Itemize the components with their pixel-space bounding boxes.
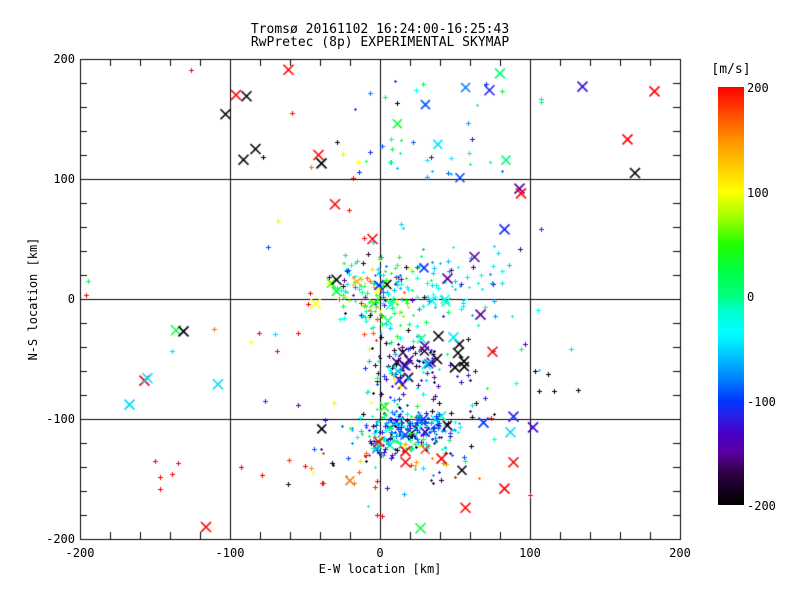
y-tick-label: 100: [53, 172, 75, 186]
x-tick-label: 0: [376, 546, 384, 560]
x-tick-label: 200: [669, 546, 691, 560]
y-tick-label: 200: [53, 52, 75, 66]
plot-title-line2: RwPretec (8p) EXPERIMENTAL SKYMAP: [250, 35, 510, 50]
colorbar-label: [m/s]: [711, 62, 751, 77]
x-tick-label: -100: [215, 546, 245, 560]
y-tick-label: -200: [46, 532, 75, 546]
plot-title-line1: Tromsø 20161102 16:24:00-16:25:43: [250, 22, 510, 37]
colorbar-gradient: [718, 87, 744, 505]
y-tick-label: 0: [67, 292, 75, 306]
colorbar-tick-label: 200: [747, 81, 769, 95]
colorbar-tick-label: 0: [747, 290, 755, 304]
x-tick-label: -200: [65, 546, 95, 560]
colorbar-tick-label: -200: [747, 499, 776, 513]
colorbar-tick-label: -100: [747, 394, 776, 409]
x-tick-label: 100: [519, 546, 541, 560]
colorbar-tick-label: 100: [747, 185, 769, 200]
x-axis-label: E-W location [km]: [318, 562, 442, 576]
y-tick-label: -100: [46, 412, 75, 426]
